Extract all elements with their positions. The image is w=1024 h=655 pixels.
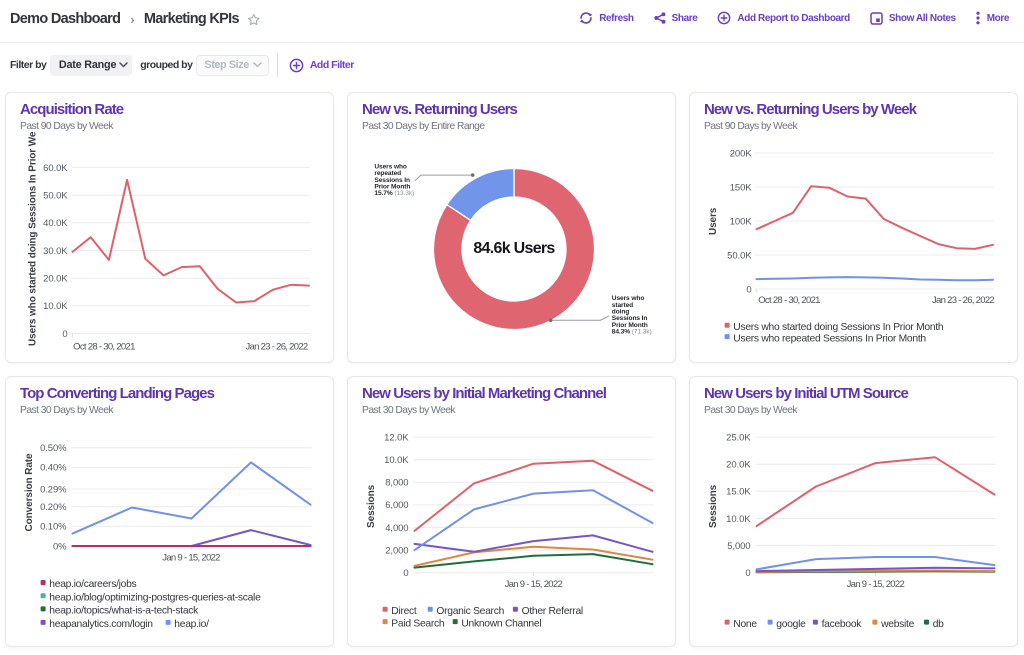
svg-text:Sessions In: Sessions In	[374, 177, 410, 184]
svg-text:30.0K: 30.0K	[43, 246, 68, 257]
svg-text:doing: doing	[612, 309, 630, 316]
svg-text:heapanalytics.com/login: heapanalytics.com/login	[49, 619, 153, 630]
svg-text:100K: 100K	[730, 216, 753, 227]
svg-text:Users who started doing Sessio: Users who started doing Sessions In Prio…	[733, 322, 944, 333]
svg-text:Other Referral: Other Referral	[522, 606, 583, 617]
svg-text:heap.io/careers/jobs: heap.io/careers/jobs	[49, 579, 136, 590]
svg-text:60.0K: 60.0K	[43, 163, 68, 174]
svg-text:heap.io/: heap.io/	[174, 619, 209, 630]
svg-text:0.20%: 0.20%	[40, 502, 67, 513]
svg-text:db: db	[933, 619, 944, 630]
svg-text:15.7% (13.3k): 15.7% (13.3k)	[374, 190, 414, 197]
svg-text:Organic Search: Organic Search	[436, 606, 504, 617]
svg-text:Sessions: Sessions	[708, 484, 719, 528]
svg-text:6,000: 6,000	[385, 500, 408, 511]
svg-text:50.0K: 50.0K	[727, 250, 752, 261]
svg-text:heap.io/blog/optimizing-postgr: heap.io/blog/optimizing-postgres-queries…	[49, 592, 261, 603]
svg-text:Users who: Users who	[374, 163, 407, 170]
svg-text:2,000: 2,000	[385, 545, 408, 556]
svg-text:Jan 9 - 15, 2022: Jan 9 - 15, 2022	[847, 579, 905, 590]
svg-text:150K: 150K	[730, 182, 753, 193]
svg-text:0.29%: 0.29%	[40, 484, 67, 495]
svg-text:0.10%: 0.10%	[40, 522, 67, 533]
svg-text:repeated: repeated	[374, 170, 401, 177]
svg-text:0: 0	[403, 568, 408, 579]
svg-text:0: 0	[746, 284, 751, 295]
svg-text:Jan 23 - 26, 2022: Jan 23 - 26, 2022	[932, 295, 994, 306]
svg-text:Users who repeated Sessions In: Users who repeated Sessions In Prior Mon…	[733, 333, 926, 344]
svg-text:Conversion Rate: Conversion Rate	[24, 453, 35, 532]
svg-text:Jan 23 - 26, 2022: Jan 23 - 26, 2022	[245, 342, 307, 353]
svg-text:50.0K: 50.0K	[43, 191, 68, 202]
svg-text:0: 0	[745, 568, 750, 579]
svg-text:20.0K: 20.0K	[43, 274, 68, 285]
svg-text:5,000: 5,000	[727, 541, 750, 552]
svg-text:84.6k Users: 84.6k Users	[473, 240, 555, 257]
svg-text:Users who: Users who	[612, 295, 645, 302]
svg-text:Prior Month: Prior Month	[612, 322, 648, 329]
svg-text:Paid Search: Paid Search	[391, 618, 445, 629]
svg-text:12.0K: 12.0K	[384, 432, 409, 443]
svg-text:40.0K: 40.0K	[43, 218, 68, 229]
svg-text:Unknown Channel: Unknown Channel	[461, 618, 541, 629]
svg-text:Users: Users	[708, 207, 719, 235]
svg-text:Sessions: Sessions	[366, 484, 377, 528]
svg-text:8,000: 8,000	[385, 478, 408, 489]
svg-text:Oct 28 - 30, 2021: Oct 28 - 30, 2021	[73, 342, 135, 353]
svg-text:200K: 200K	[730, 148, 753, 159]
svg-text:website: website	[880, 619, 915, 630]
svg-text:4,000: 4,000	[385, 523, 408, 534]
svg-text:google: google	[776, 619, 806, 630]
svg-text:None: None	[733, 619, 757, 630]
svg-text:heap.io/topics/what-is-a-tech-: heap.io/topics/what-is-a-tech-stack	[49, 606, 199, 617]
svg-text:started: started	[612, 302, 633, 309]
svg-text:10.0K: 10.0K	[726, 514, 751, 525]
svg-text:Oct 28 - 30, 2021: Oct 28 - 30, 2021	[758, 295, 820, 306]
svg-text:Jan 9 - 15, 2022: Jan 9 - 15, 2022	[162, 552, 220, 563]
svg-text:0%: 0%	[53, 541, 67, 552]
svg-text:0.40%: 0.40%	[40, 463, 67, 474]
svg-text:10.0K: 10.0K	[384, 455, 409, 466]
svg-text:Sessions In: Sessions In	[612, 315, 648, 322]
svg-text:Jan 9 - 15, 2022: Jan 9 - 15, 2022	[505, 579, 563, 590]
svg-text:Direct: Direct	[391, 606, 417, 617]
svg-text:0: 0	[62, 329, 67, 340]
svg-text:25.0K: 25.0K	[726, 432, 751, 443]
svg-text:15.0K: 15.0K	[726, 487, 751, 498]
svg-text:20.0K: 20.0K	[726, 460, 751, 471]
svg-text:0.50%: 0.50%	[40, 443, 67, 454]
svg-text:Prior Month: Prior Month	[374, 183, 410, 190]
svg-text:84.3% (71.3k): 84.3% (71.3k)	[612, 329, 652, 336]
svg-text:facebook: facebook	[822, 619, 863, 630]
svg-text:Users who started doing Sessio: Users who started doing Sessions In Prio…	[28, 131, 39, 346]
svg-text:10.0K: 10.0K	[43, 301, 68, 312]
